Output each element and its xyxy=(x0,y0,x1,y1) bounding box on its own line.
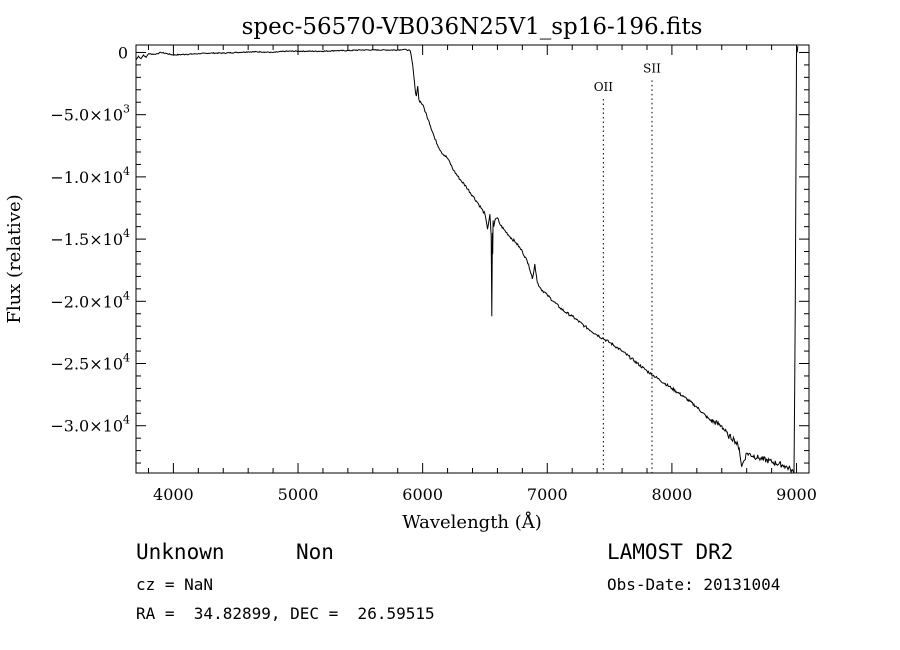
x-tick-label: 8000 xyxy=(652,485,693,504)
plot-frame xyxy=(135,44,810,474)
redshift-label: cz = NaN xyxy=(136,575,214,594)
y-tick-label: 0 xyxy=(118,43,128,62)
subclass-label: Non xyxy=(296,540,334,564)
chart-title: spec-56570-VB036N25V1_sp16-196.fits xyxy=(242,14,703,40)
x-tick-label: 5000 xyxy=(278,485,319,504)
y-tick-exponent: 3 xyxy=(123,103,130,116)
y-tick-label: −2.5×10 xyxy=(50,355,123,374)
y-tick-exponent: 4 xyxy=(123,289,130,302)
x-axis: 4000 5000 6000 7000 8000 9000 xyxy=(147,45,817,504)
y-tick-label: −1.5×10 xyxy=(50,230,123,249)
x-tick-label: 4000 xyxy=(153,485,194,504)
y-tick-exponent: 4 xyxy=(123,352,130,365)
y-tick-label: −3.0×10 xyxy=(50,417,123,436)
y-axis: 0−5.0×10 3−1.0×10 4−1.5×10 4−2.0×10 4−2.5×10… xyxy=(50,43,809,464)
y-tick-exponent: 4 xyxy=(123,165,130,178)
class-label: Unknown xyxy=(136,540,225,564)
x-axis-title: Wavelength (Å) xyxy=(402,511,542,533)
coordinates-label: RA = 34.82899, DEC = 26.59515 xyxy=(136,604,435,623)
x-tick-label: 6000 xyxy=(402,485,443,504)
y-axis-title: Flux (relative) xyxy=(4,194,25,323)
y-tick-label: −5.0×10 xyxy=(50,106,123,125)
y-tick-exponent: 4 xyxy=(123,414,130,427)
line-marker-label: OII xyxy=(594,80,614,94)
y-tick-exponent: 4 xyxy=(123,227,130,240)
spectrum-line xyxy=(135,46,799,475)
x-tick-label: 7000 xyxy=(527,485,568,504)
line-marker-label: SII xyxy=(643,61,661,75)
emission-line-markers: OII SII xyxy=(594,61,661,473)
y-tick-label: −2.0×10 xyxy=(50,292,123,311)
y-tick-label: −1.0×10 xyxy=(50,168,123,187)
x-tick-label: 9000 xyxy=(776,485,817,504)
spectrum-chart: spec-56570-VB036N25V1_sp16-196.fits 4000… xyxy=(4,14,817,533)
survey-label: LAMOST DR2 xyxy=(607,540,734,564)
obs-date-label: Obs-Date: 20131004 xyxy=(607,575,781,594)
